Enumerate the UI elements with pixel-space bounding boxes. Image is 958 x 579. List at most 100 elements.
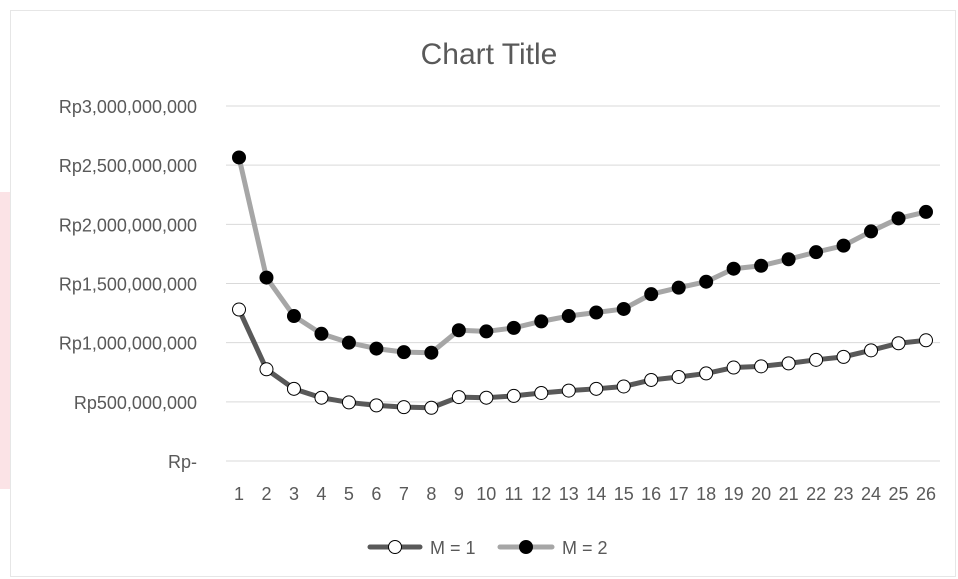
y-tick-label: Rp2,500,000,000: [59, 156, 197, 176]
x-tick-label: 16: [641, 484, 661, 504]
data-point-series-2: [726, 261, 741, 276]
y-tick-label: Rp1,500,000,000: [59, 275, 197, 295]
x-tick-label: 11: [504, 484, 523, 504]
x-tick-label: 26: [916, 484, 936, 504]
legend-label-2: M = 2: [562, 538, 608, 558]
data-point-series-2: [671, 280, 686, 295]
x-tick-label: 18: [696, 484, 716, 504]
x-tick-label: 1: [234, 484, 244, 504]
x-tick-label: 4: [316, 484, 326, 504]
data-point-series-2: [919, 204, 933, 219]
y-tick-label: Rp-: [168, 452, 197, 472]
data-point-series-1: [699, 366, 714, 381]
data-point-series-1: [314, 390, 329, 405]
data-point-series-1: [919, 333, 933, 348]
data-point-series-2: [451, 323, 466, 338]
x-tick-label: 5: [344, 484, 354, 504]
data-point-series-1: [534, 385, 549, 400]
legend: M = 1 M = 2: [367, 538, 608, 558]
data-point-series-1: [589, 381, 604, 396]
data-point-series-2: [699, 274, 714, 289]
data-point-series-2: [754, 258, 769, 273]
x-tick-label: 21: [779, 484, 799, 504]
data-point-series-1: [286, 381, 301, 396]
data-point-series-2: [259, 270, 274, 285]
data-point-series-1: [396, 400, 411, 415]
data-point-series-1: [644, 372, 659, 387]
x-tick-label: 2: [261, 484, 271, 504]
data-point-series-1: [369, 398, 384, 413]
data-point-series-2: [479, 324, 494, 339]
x-tick-label: 22: [806, 484, 826, 504]
data-point-series-2: [369, 341, 384, 356]
data-point-series-2: [341, 335, 356, 350]
x-tick-label: 17: [669, 484, 689, 504]
data-point-series-1: [726, 360, 741, 375]
chart-title: Chart Title: [421, 38, 558, 71]
x-tick-label: 14: [586, 484, 606, 504]
data-point-series-2: [232, 150, 246, 165]
x-tick-label: 20: [751, 484, 771, 504]
data-point-series-2: [891, 211, 906, 226]
data-point-series-1: [891, 336, 906, 351]
data-point-series-1: [232, 302, 246, 317]
data-point-series-2: [589, 305, 604, 320]
data-point-series-2: [864, 224, 879, 239]
data-point-series-1: [259, 362, 274, 377]
data-point-series-2: [561, 309, 576, 324]
y-axis-tick-labels: Rp- Rp500,000,000 Rp1,000,000,000 Rp1,500,0…: [59, 97, 197, 472]
series-markers: [232, 150, 933, 415]
data-point-series-2: [809, 245, 824, 260]
x-axis-tick-labels: 1 2 3 4 5 6 7 8 9 10 11 12 13 14 15 16 17 18 19 20 21 22 23 24 2…: [234, 484, 936, 504]
background-strip: [0, 192, 10, 489]
data-point-series-1: [809, 352, 824, 367]
data-point-series-2: [534, 314, 549, 329]
x-tick-label: 15: [614, 484, 634, 504]
x-tick-label: 13: [559, 484, 579, 504]
data-point-series-1: [781, 356, 796, 371]
data-point-series-2: [286, 309, 301, 324]
data-point-series-1: [451, 390, 466, 405]
series-line-2: [236, 154, 929, 356]
x-tick-label: 19: [724, 484, 744, 504]
legend-label-1: M = 1: [430, 538, 476, 558]
x-tick-label: 3: [289, 484, 299, 504]
legend-marker-2: [519, 540, 533, 554]
y-tick-label: Rp1,000,000,000: [59, 334, 197, 354]
data-point-series-1: [341, 395, 356, 410]
x-tick-label: 23: [834, 484, 854, 504]
data-point-series-1: [424, 400, 439, 415]
data-point-series-2: [616, 301, 631, 316]
x-tick-label: 24: [861, 484, 881, 504]
data-point-series-1: [561, 383, 576, 398]
data-point-series-2: [836, 238, 851, 253]
data-point-series-1: [616, 379, 631, 394]
x-tick-label: 9: [454, 484, 464, 504]
data-point-series-1: [836, 349, 851, 364]
series-lines: [236, 154, 929, 411]
x-tick-label: 12: [531, 484, 551, 504]
x-tick-label: 7: [399, 484, 409, 504]
y-tick-label: Rp500,000,000: [74, 393, 197, 413]
data-point-series-1: [754, 359, 769, 374]
y-tick-label: Rp3,000,000,000: [59, 97, 197, 117]
x-tick-label: 6: [371, 484, 381, 504]
y-tick-label: Rp2,000,000,000: [59, 215, 197, 235]
x-tick-label: 25: [889, 484, 909, 504]
data-point-series-2: [424, 345, 439, 360]
legend-marker-1: [388, 540, 402, 554]
data-point-series-1: [479, 390, 494, 405]
chart-frame: [10, 10, 956, 577]
data-point-series-2: [314, 326, 329, 341]
gridlines: [226, 105, 940, 462]
data-point-series-2: [644, 287, 659, 302]
data-point-series-2: [506, 320, 521, 335]
data-point-series-1: [864, 343, 879, 358]
data-point-series-1: [506, 388, 521, 403]
data-point-series-1: [671, 369, 686, 384]
data-point-series-2: [396, 345, 411, 360]
x-tick-label: 10: [476, 484, 496, 504]
data-point-series-2: [781, 252, 796, 267]
